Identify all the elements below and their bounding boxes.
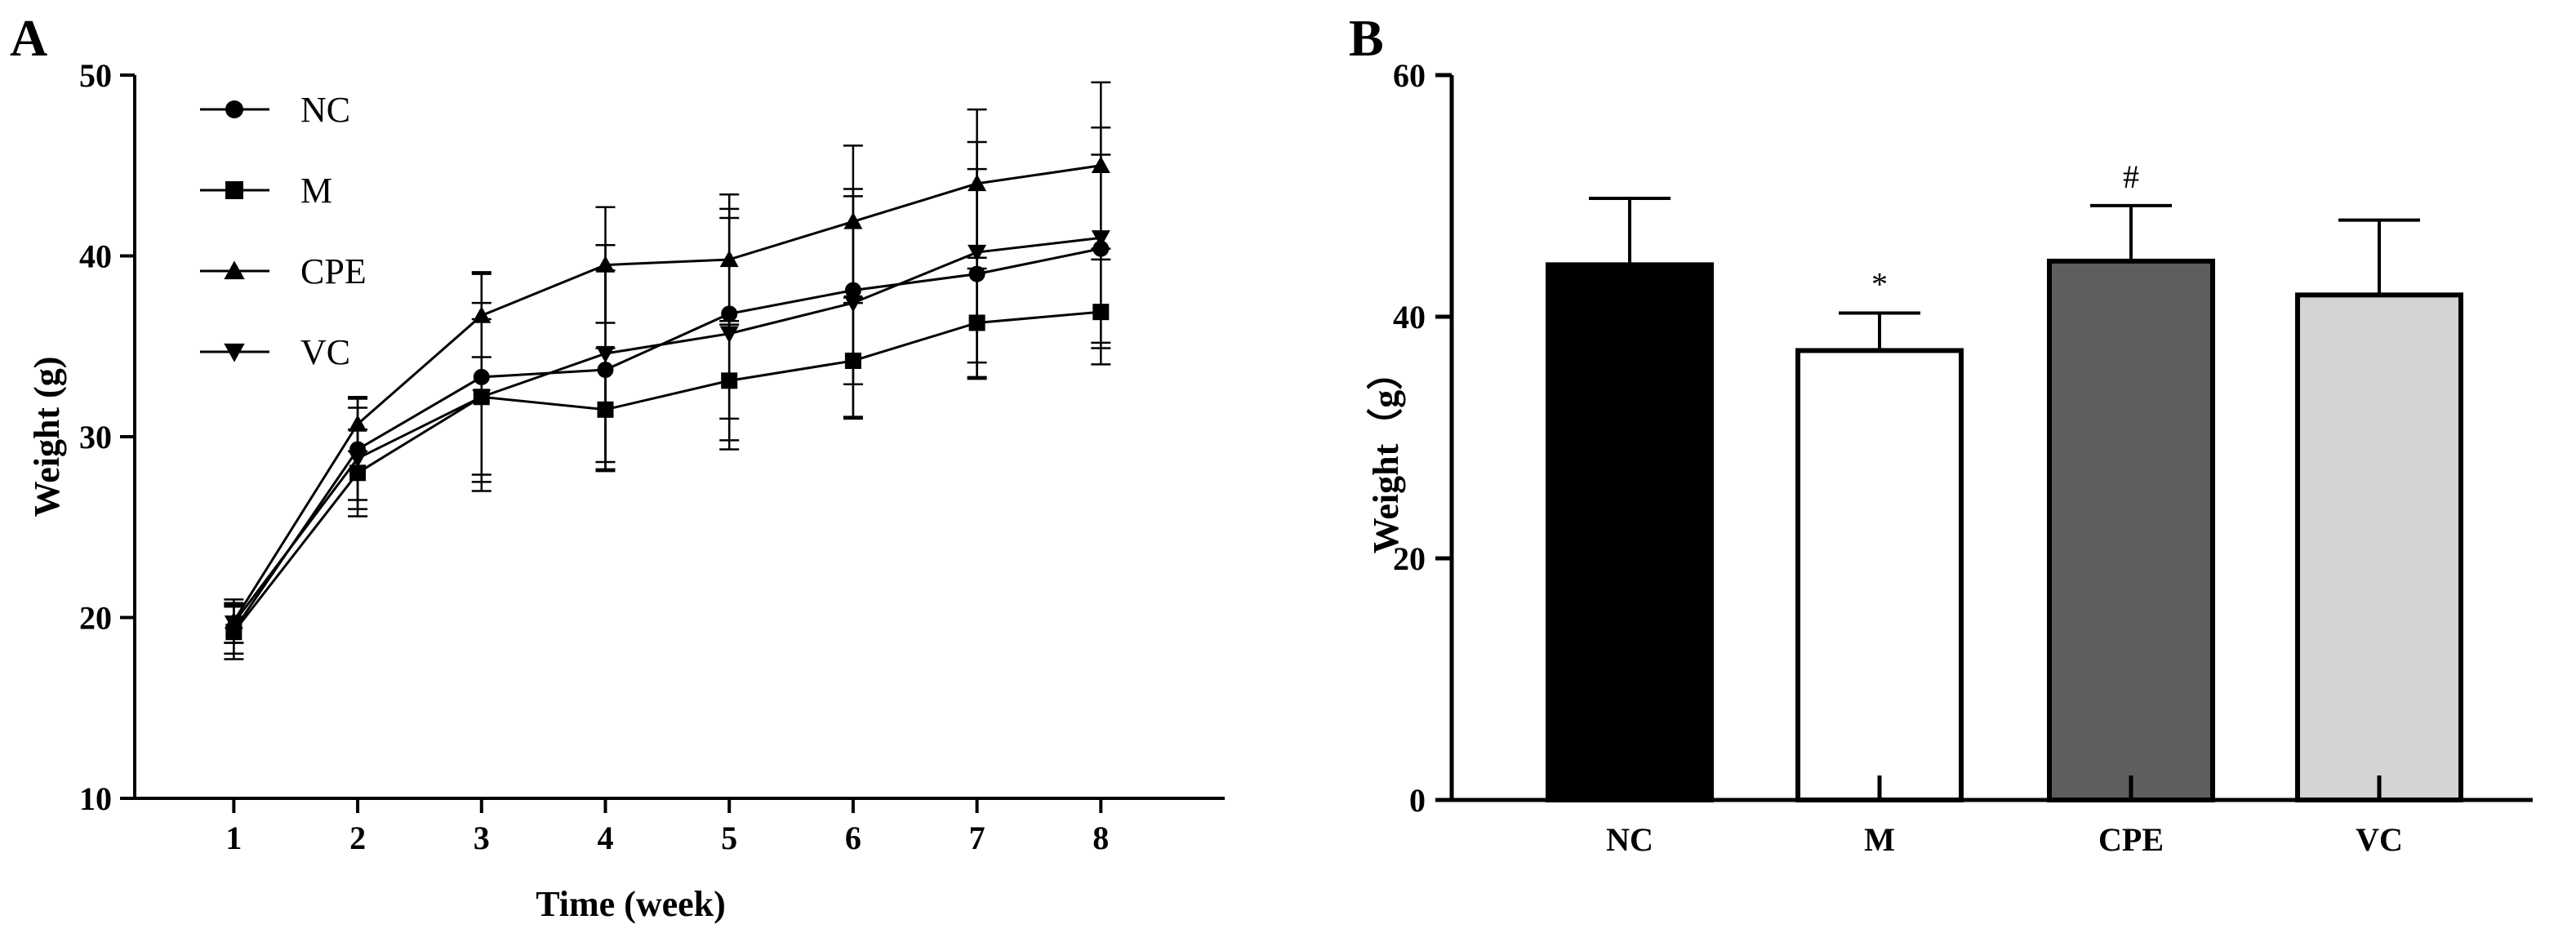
x-tick-label-m: M [1864, 821, 1895, 858]
significance-mark-m: * [1871, 266, 1888, 303]
bar-vc [2295, 292, 2463, 802]
data-point-vc [719, 326, 739, 344]
bar-cpe [2047, 258, 2215, 803]
data-point-vc [595, 345, 615, 363]
legend-label-nc: NC [300, 90, 350, 130]
data-point-vc [224, 615, 243, 633]
legend-marker-cpe [224, 260, 245, 280]
panel-a-x-tick-label: 6 [845, 820, 861, 856]
legend-marker-nc [225, 100, 243, 118]
bar-m [1795, 348, 1964, 802]
panel-a-x-axis-title: Time (week) [536, 884, 726, 924]
panel-b-letter: B [1349, 9, 1384, 67]
panel-a-y-tick-label: 30 [79, 419, 112, 455]
significance-mark-cpe: # [2123, 158, 2139, 195]
panel-b-y-tick-label: 40 [1393, 299, 1426, 335]
panel-a-letter: A [10, 9, 47, 67]
panel-a-x-tick-label: 3 [474, 820, 490, 856]
panel-a-y-tick-label: 40 [79, 238, 112, 275]
legend-marker-m [225, 181, 243, 199]
panel-a-x-tick-label: 1 [225, 820, 242, 856]
panel-a-x-tick-label: 2 [349, 820, 366, 856]
legend-label-cpe: CPE [300, 251, 367, 291]
panel-a-y-tick-label: 50 [79, 57, 112, 94]
data-point-vc [472, 389, 492, 407]
panel-b-y-tick-label: 60 [1393, 57, 1426, 94]
series-line-cpe [233, 164, 1101, 622]
panel-b-y-tick-label: 20 [1393, 540, 1426, 577]
series-line-m [233, 310, 1101, 633]
bar-nc [1546, 262, 1714, 802]
data-point-vc [968, 244, 987, 262]
legend-label-m: M [300, 171, 332, 211]
panel-a-x-tick-label: 4 [597, 820, 613, 856]
legend-label-vc: VC [300, 332, 350, 372]
panel-b-bar-chart: 0 20 40 60 Weight（g） NC M * CPE # VC [1366, 57, 2533, 858]
series-line-nc [233, 247, 1101, 631]
x-tick-label-nc: NC [1606, 821, 1653, 858]
x-tick-label-vc: VC [2356, 821, 2403, 858]
panel-b-y-axis-title: Weight（g） [1366, 354, 1406, 553]
panel-a-x-tick-label: 7 [969, 820, 985, 856]
data-point-vc [843, 295, 863, 313]
panel-b-y-tick-label: 0 [1409, 782, 1426, 819]
legend-marker-vc [224, 343, 245, 362]
panel-a-line-chart: 10 20 30 40 50 1 2 3 4 5 6 7 8 Time (week) Weight (g) N… [27, 57, 1225, 924]
series-line-vc [233, 236, 1101, 624]
x-tick-label-cpe: CPE [2098, 821, 2164, 858]
panel-a-y-axis-title: Weight (g) [27, 357, 67, 518]
data-point-vc [348, 451, 367, 469]
panel-a-y-tick-label: 20 [79, 600, 112, 637]
panel-a-y-tick-label: 10 [79, 780, 112, 817]
panel-a-x-tick-label: 8 [1092, 820, 1109, 856]
data-point-vc [1091, 230, 1110, 247]
panel-a-x-tick-label: 5 [721, 820, 737, 856]
